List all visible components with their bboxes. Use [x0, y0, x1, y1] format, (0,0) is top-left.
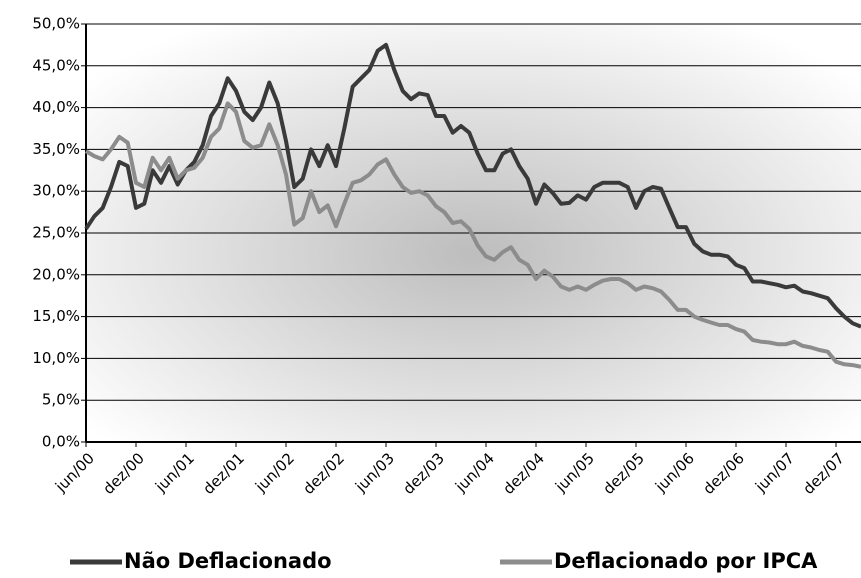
x-tick-label: dez/04 — [499, 449, 548, 498]
legend-label: Deflacionado por IPCA — [554, 549, 818, 573]
y-tick-label: 35,0% — [32, 140, 80, 158]
x-tick-label: dez/06 — [699, 449, 748, 498]
x-tick-label: jun/03 — [351, 449, 398, 496]
y-tick-label: 15,0% — [32, 307, 80, 325]
x-tick-label: jun/06 — [651, 449, 698, 496]
y-tick-label: 0,0% — [42, 433, 80, 451]
y-tick-label: 20,0% — [32, 265, 80, 283]
x-tick-label: dez/03 — [399, 449, 448, 498]
series-line — [84, 42, 861, 329]
x-tick-label: jun/05 — [551, 449, 598, 496]
y-tick-label: 25,0% — [32, 224, 80, 242]
legend-label: Não Deflacionado — [124, 549, 332, 573]
x-tick-label: dez/02 — [299, 449, 348, 498]
x-tick-label: jun/04 — [451, 449, 498, 496]
x-tick-label: dez/00 — [99, 449, 148, 498]
x-tick-label: dez/07 — [799, 449, 848, 498]
x-tick-label: jun/07 — [751, 449, 798, 496]
x-tick-label: jun/00 — [51, 449, 98, 496]
y-tick-label: 10,0% — [32, 349, 80, 367]
y-tick-label: 5,0% — [42, 391, 80, 409]
y-tick-label: 40,0% — [32, 98, 80, 116]
x-tick-label: dez/01 — [199, 449, 248, 498]
y-tick-label: 50,0% — [32, 15, 80, 33]
y-tick-label: 45,0% — [32, 56, 80, 74]
series-line — [84, 101, 861, 369]
x-tick-label: dez/05 — [599, 449, 648, 498]
x-tick-label: jun/01 — [151, 449, 198, 496]
x-tick-label: jun/02 — [251, 449, 298, 496]
y-tick-label: 30,0% — [32, 182, 80, 200]
